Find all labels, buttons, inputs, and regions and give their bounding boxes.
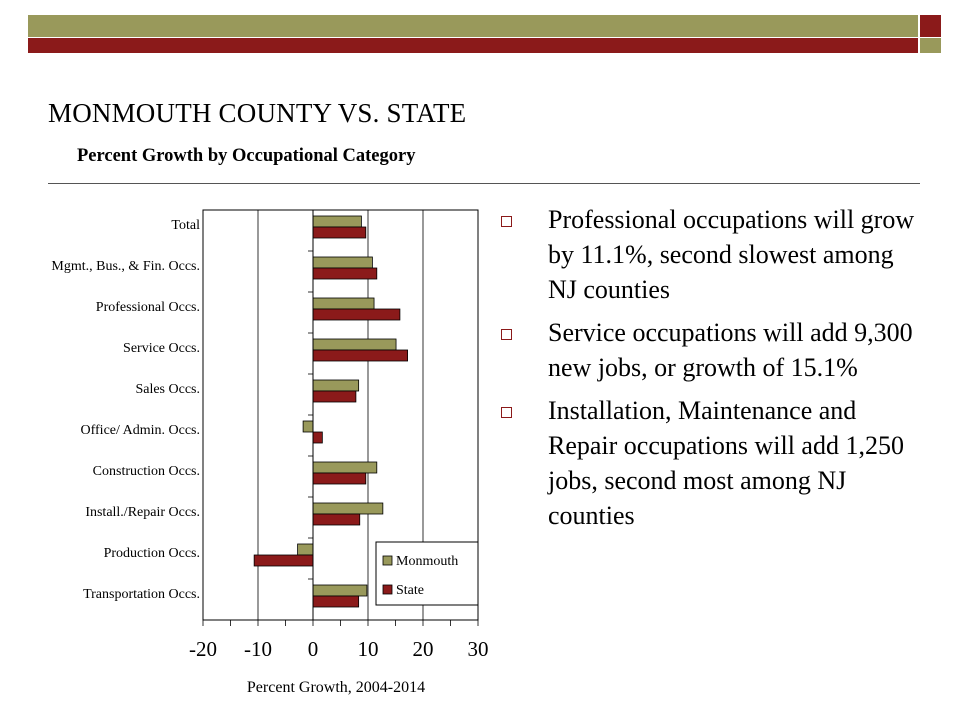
bar-monmouth: [302, 420, 314, 433]
bar-state: [312, 513, 361, 526]
bar-state: [312, 595, 360, 608]
category-label: Office/ Admin. Occs.: [81, 423, 201, 438]
bar-state: [312, 349, 408, 362]
legend-swatch-monmouth: [382, 555, 393, 566]
category-label: Install./Repair Occs.: [85, 505, 200, 520]
header-bar-maroon: [28, 38, 918, 53]
square-bullet-icon: [501, 407, 512, 418]
square-bullet-icon: [501, 329, 512, 340]
bullet-text: Service occupations will add 9,300 new j…: [548, 318, 913, 382]
legend-label: Monmouth: [396, 554, 458, 569]
category-label: Transportation Occs.: [83, 587, 200, 602]
category-label: Sales Occs.: [135, 382, 200, 397]
category-label: Service Occs.: [123, 341, 200, 356]
square-bullet-icon: [501, 216, 512, 227]
category-label: Total: [171, 218, 200, 233]
category-label: Mgmt., Bus., & Fin. Occs.: [51, 259, 200, 274]
bullet-item: Installation, Maintenance and Repair occ…: [497, 393, 927, 533]
category-label: Construction Occs.: [93, 464, 200, 479]
header-square-olive: [920, 38, 941, 53]
bullet-item: Professional occupations will grow by 11…: [497, 202, 927, 307]
legend-label: State: [396, 583, 424, 598]
category-label: Production Occs.: [104, 546, 200, 561]
title-divider: [48, 183, 920, 184]
bar-state: [253, 554, 314, 567]
bullet-text: Professional occupations will grow by 11…: [548, 205, 915, 304]
slide-subtitle: Percent Growth by Occupational Category: [77, 146, 416, 166]
bar-state: [312, 226, 367, 239]
bar-monmouth: [312, 256, 373, 269]
x-tick-label: 20: [413, 637, 434, 661]
bar-monmouth: [312, 584, 368, 597]
bullet-list: Professional occupations will grow by 11…: [497, 202, 927, 541]
x-axis-label: Percent Growth, 2004-2014: [247, 679, 425, 695]
bar-state: [312, 472, 367, 485]
bar-state: [312, 267, 378, 280]
header-bar-olive: [28, 15, 918, 37]
bar-monmouth: [312, 461, 378, 474]
bar-monmouth: [312, 297, 375, 310]
legend-swatch-state: [382, 584, 393, 595]
bar-state: [312, 390, 357, 403]
legend-box: [375, 541, 479, 606]
bar-state: [312, 431, 323, 444]
bullet-text: Installation, Maintenance and Repair occ…: [548, 396, 904, 530]
x-tick-label: -20: [189, 637, 217, 661]
x-tick-label: 0: [308, 637, 319, 661]
bar-state: [312, 308, 401, 321]
bar-monmouth: [312, 215, 362, 228]
x-tick-label: 30: [468, 637, 489, 661]
bullet-item: Service occupations will add 9,300 new j…: [497, 315, 927, 385]
bar-monmouth: [312, 338, 397, 351]
slide-title: MONMOUTH COUNTY VS. STATE: [48, 98, 467, 128]
bar-monmouth: [312, 502, 384, 515]
header-square-maroon: [920, 15, 941, 37]
growth-bar-chart: Total Mgmt., Bus., & Fin. Occs. Profession…: [51, 209, 489, 695]
x-tick-label: 10: [358, 637, 379, 661]
bar-monmouth: [297, 543, 314, 556]
x-tick-label: -10: [244, 637, 272, 661]
bar-monmouth: [312, 379, 360, 392]
category-label: Professional Occs.: [96, 300, 200, 315]
